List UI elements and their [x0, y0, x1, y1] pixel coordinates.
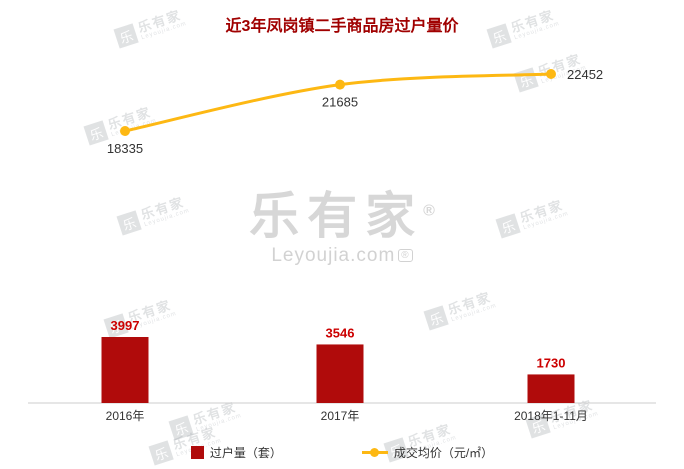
line-point [120, 126, 130, 136]
bar-value-label: 3997 [111, 318, 140, 333]
watermark-brand-text: 乐有家 [249, 188, 424, 244]
line-value-label: 18335 [107, 141, 143, 156]
legend-swatch-bar [190, 446, 204, 459]
line-point [335, 79, 345, 90]
watermark-domain: Leyoujia.com ® [0, 245, 684, 267]
legend-item: 成交均价（元/㎡） [361, 444, 494, 461]
watermark-center: 乐有家® Leyoujia.com ® [0, 190, 684, 267]
bar [101, 337, 149, 403]
line-value-label: 21685 [322, 95, 358, 110]
line-point [546, 69, 556, 79]
legend-swatch-line [361, 448, 388, 457]
bar [527, 374, 575, 403]
x-axis-label: 2018年1-11月 [514, 409, 588, 423]
x-axis-label: 2017年 [321, 409, 360, 423]
watermark-brand: 乐有家® [0, 190, 684, 243]
watermark-domain-text: Leyoujia.com [271, 244, 396, 266]
legend-line-dot [369, 448, 379, 457]
legend-item: 过户量（套） [190, 444, 282, 461]
legend-label: 成交均价（元/㎡） [393, 446, 494, 460]
registered-mark-icon: ® [423, 202, 435, 220]
registered-mark-icon: ® [398, 248, 413, 262]
line-value-label: 22452 [567, 67, 603, 82]
legend-label: 过户量（套） [209, 446, 282, 460]
bar [316, 344, 364, 403]
legend: 过户量（套） 成交均价（元/㎡） [0, 444, 684, 461]
bar-value-label: 3546 [326, 325, 355, 340]
chart-title: 近3年凤岗镇二手商品房过户量价 [225, 18, 459, 35]
bar-value-label: 1730 [537, 355, 566, 370]
x-axis-label: 2016年 [106, 409, 145, 423]
